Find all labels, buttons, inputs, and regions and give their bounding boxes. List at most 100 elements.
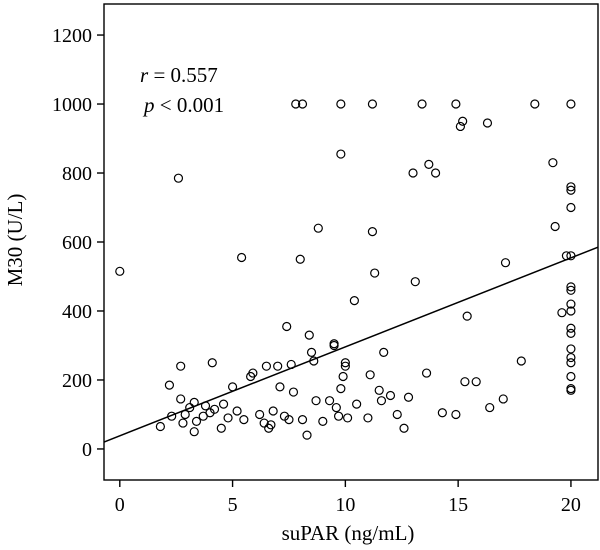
- data-point: [236, 252, 247, 263]
- data-point: [421, 368, 432, 378]
- data-point: [189, 427, 199, 437]
- data-point: [309, 356, 319, 366]
- data-point: [115, 266, 125, 276]
- data-point: [340, 358, 350, 368]
- data-point: [336, 99, 346, 109]
- data-point: [566, 328, 576, 339]
- data-point: [392, 409, 402, 420]
- data-point: [336, 383, 346, 394]
- data-point: [288, 387, 299, 397]
- data-point: [349, 296, 359, 306]
- data-point: [399, 423, 409, 433]
- data-point: [430, 168, 441, 178]
- x-tick-label: 10: [335, 494, 355, 516]
- regression-line: [103, 246, 599, 443]
- data-point: [561, 251, 572, 261]
- data-point: [313, 223, 323, 233]
- data-point: [367, 227, 378, 237]
- y-tick-label: 400: [62, 301, 92, 323]
- data-point: [374, 385, 384, 395]
- data-point: [566, 251, 576, 261]
- data-point: [329, 340, 339, 351]
- data-point: [185, 402, 195, 413]
- data-point: [273, 361, 283, 371]
- data-point: [189, 397, 199, 407]
- data-point: [333, 411, 344, 421]
- y-axis-label: M30 (U/L): [3, 194, 27, 287]
- data-point: [557, 308, 567, 318]
- y-tick-label: 600: [62, 232, 92, 254]
- data-point: [566, 352, 576, 363]
- data-point: [566, 385, 576, 395]
- y-tick-label: 1000: [52, 94, 92, 116]
- data-point: [451, 99, 461, 109]
- data-point: [176, 361, 186, 371]
- r-value: = 0.557: [148, 63, 218, 87]
- data-points: [115, 99, 576, 440]
- y-tick-label: 800: [62, 163, 92, 185]
- data-point: [248, 368, 258, 378]
- y-axis-ticks: 0 200 400 600 800 1000 1200: [52, 25, 104, 461]
- data-point: [297, 99, 308, 109]
- data-point: [485, 402, 495, 413]
- data-point: [286, 359, 296, 370]
- data-point: [261, 361, 272, 371]
- data-point: [437, 408, 447, 418]
- data-point: [566, 323, 576, 333]
- data-point: [451, 409, 461, 420]
- data-point: [297, 415, 308, 425]
- data-point: [550, 221, 560, 232]
- data-point: [282, 321, 292, 332]
- data-point: [566, 202, 576, 213]
- data-point: [304, 330, 314, 340]
- data-point: [385, 390, 396, 401]
- data-point: [566, 306, 576, 316]
- p-symbol: p: [142, 93, 155, 117]
- data-point: [340, 361, 350, 371]
- data-point: [530, 99, 540, 109]
- data-point: [365, 370, 375, 380]
- x-tick-label: 15: [448, 494, 468, 516]
- data-point: [291, 99, 301, 109]
- data-point: [275, 382, 285, 392]
- data-point: [566, 299, 576, 309]
- data-point: [266, 420, 276, 430]
- data-point: [311, 396, 321, 406]
- data-point: [403, 392, 414, 402]
- data-point: [370, 268, 380, 278]
- data-point: [284, 415, 294, 425]
- data-point: [200, 401, 211, 411]
- data-point: [500, 258, 511, 268]
- data-point: [566, 182, 576, 192]
- data-point: [255, 409, 265, 420]
- data-point: [566, 344, 576, 354]
- data-point: [167, 411, 177, 421]
- data-point: [458, 116, 468, 126]
- x-tick-label: 5: [228, 494, 238, 516]
- data-point: [207, 358, 217, 368]
- data-point: [548, 158, 558, 168]
- data-point: [164, 380, 175, 390]
- x-tick-label: 0: [115, 494, 125, 516]
- data-point: [566, 371, 576, 382]
- x-axis-ticks: 0 5 10 15 20: [115, 480, 581, 516]
- data-point: [216, 423, 226, 433]
- y-tick-label: 1200: [52, 25, 92, 47]
- r-symbol: r: [140, 63, 149, 87]
- data-point: [410, 277, 420, 287]
- data-point: [363, 413, 373, 423]
- data-point: [516, 356, 526, 366]
- data-point: [191, 416, 202, 426]
- data-point: [178, 418, 188, 428]
- data-point: [227, 382, 238, 392]
- x-axis-label: suPAR (ng/mL): [282, 521, 415, 545]
- data-point: [482, 118, 493, 128]
- data-point: [180, 409, 190, 420]
- data-point: [331, 402, 341, 413]
- data-point: [352, 399, 362, 409]
- data-point: [376, 396, 387, 406]
- y-tick-label: 200: [62, 370, 92, 392]
- data-point: [367, 99, 378, 109]
- data-point: [498, 394, 508, 404]
